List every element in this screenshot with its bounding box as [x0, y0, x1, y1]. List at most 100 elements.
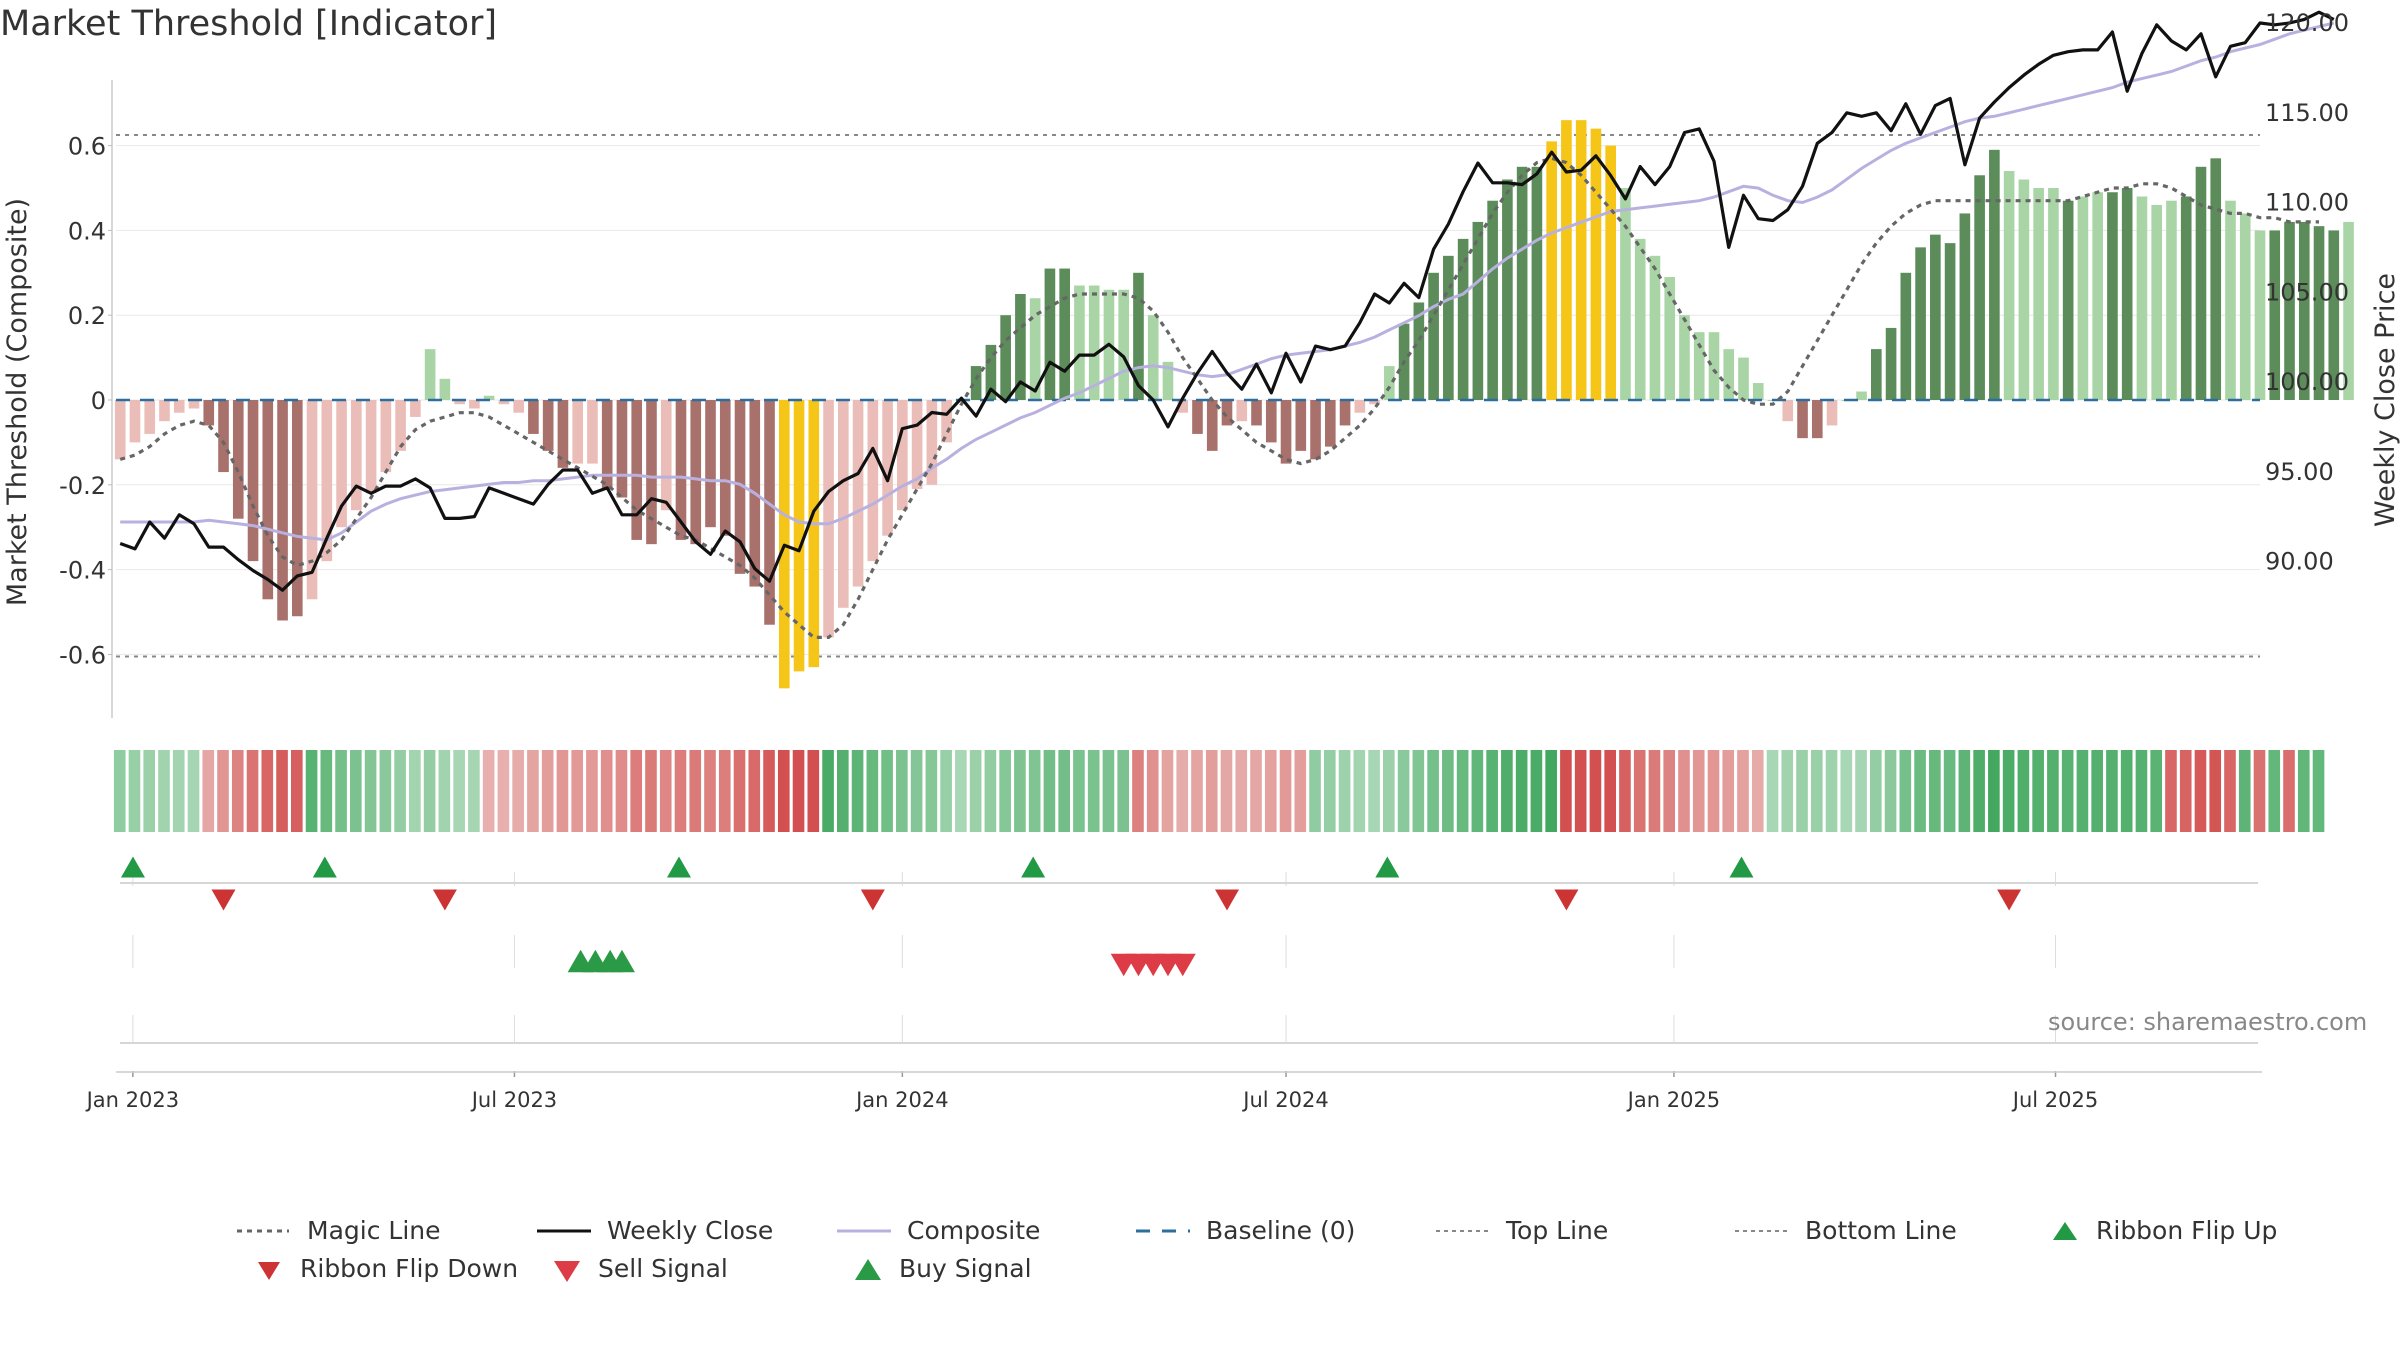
composite-bar [2121, 188, 2133, 400]
ribbon-cell [438, 750, 451, 832]
ribbon-cell [409, 750, 421, 832]
ribbon-cell [1117, 750, 1130, 832]
composite-bar [1428, 272, 1439, 400]
ribbon-flip-down-marker [432, 889, 457, 911]
composite-bar [1310, 400, 1321, 460]
ribbon-cell [335, 750, 347, 832]
ribbon-flip-down-marker [211, 889, 236, 911]
ribbon-cell [2283, 750, 2295, 832]
ribbon-cell [1220, 750, 1233, 832]
ribbon-cell [1058, 750, 1070, 832]
ribbon-cell [1633, 750, 1646, 832]
ribbon-cell [1309, 750, 1321, 832]
composite-bar [114, 400, 126, 460]
y2-tick-label: 120.00 [2265, 9, 2349, 37]
ribbon-cell [231, 750, 244, 832]
composite-bar [705, 400, 716, 528]
composite-bar [1944, 243, 1956, 400]
ribbon-cell [1663, 750, 1676, 832]
composite-bar [1752, 383, 1764, 400]
ribbon-cell [2297, 750, 2310, 832]
ribbon-cell [1264, 750, 1277, 832]
x-tick-label: Jul 2025 [2011, 1088, 2098, 1112]
ribbon-cell [1810, 750, 1823, 832]
ribbon-cell [1988, 750, 2000, 832]
composite-bar [897, 400, 908, 511]
legend-label: Top Line [1506, 1216, 1609, 1245]
composite-bar [129, 400, 141, 443]
composite-bar [1738, 357, 1749, 400]
ribbon-cell [276, 750, 288, 832]
composite-bar [1413, 302, 1425, 400]
ribbon-cell [1589, 750, 1602, 832]
ribbon-cell [1692, 750, 1705, 832]
ribbon-cell [1973, 750, 1985, 832]
ribbon-cell [2150, 750, 2163, 832]
ribbon-cell [1132, 750, 1144, 832]
composite-bar [1487, 200, 1498, 400]
ribbon-cell [379, 750, 392, 832]
x-tick-label: Jan 2025 [1626, 1088, 1721, 1112]
legend-swatch [237, 1229, 289, 1232]
ribbon-cell [2032, 750, 2044, 832]
composite-bar [159, 400, 170, 422]
composite-bar [1871, 349, 1882, 400]
legend-label: Ribbon Flip Down [300, 1254, 519, 1283]
composite-bar [410, 400, 421, 417]
composite-bar [2077, 196, 2089, 400]
composite-bar [424, 349, 436, 400]
composite-bar [2180, 196, 2192, 400]
composite-bar [1472, 221, 1484, 400]
ribbon-flip-up-marker [1021, 856, 1046, 878]
ribbon-cell [1383, 750, 1395, 832]
ribbon-cell [1279, 750, 1292, 832]
composite-bar [1133, 272, 1144, 400]
composite-bar [1147, 315, 1159, 400]
ribbon-cell [969, 750, 982, 832]
composite-bar [2107, 192, 2118, 400]
buy-signal-marker [608, 949, 635, 973]
composite-bar [1251, 400, 1262, 426]
ribbon-cell [320, 750, 333, 832]
ribbon-cell [1146, 750, 1159, 832]
ribbon-cell [113, 750, 126, 832]
composite-bar [277, 400, 288, 621]
ribbon-cell [748, 750, 761, 832]
ribbon-cell [1840, 750, 1853, 832]
ribbon-cell [1161, 750, 1174, 832]
legend-item: Ribbon Flip Up [2050, 1216, 2277, 1245]
composite-bar [1280, 400, 1292, 464]
composite-bar [262, 400, 274, 600]
composite-bar [2033, 188, 2044, 400]
composite-bar [1915, 247, 1926, 400]
composite-bar [2254, 230, 2266, 400]
composite-bar [336, 400, 347, 528]
ribbon-cell [423, 750, 436, 832]
composite-bar [1679, 315, 1690, 400]
ribbon-cell [1515, 750, 1528, 832]
ribbon-cell [704, 750, 716, 832]
composite-bar [1206, 400, 1218, 451]
legend-item: Composite [835, 1216, 1040, 1245]
ribbon-cell [394, 750, 406, 832]
composite-bar [1620, 188, 1631, 400]
ribbon-cell [512, 750, 524, 832]
composite-bar [469, 400, 480, 409]
composite-bar [823, 400, 834, 638]
composite-bar [1369, 400, 1380, 405]
ribbon-cell [1427, 750, 1439, 832]
y2-tick-label: 95.00 [2265, 458, 2334, 486]
composite-bar [1723, 349, 1735, 400]
ribbon-cell [1899, 750, 1912, 832]
composite-bars [114, 120, 2354, 689]
ribbon-flip-down-marker [1997, 889, 2022, 911]
composite-bar [1192, 400, 1203, 434]
ribbon-cell [482, 750, 495, 832]
composite-bar [660, 400, 672, 511]
legend-label: Weekly Close [607, 1216, 774, 1245]
legend-swatch [1136, 1229, 1190, 1232]
ribbon-cell [1766, 750, 1779, 832]
composite-bar [1029, 298, 1041, 400]
ribbon-cell [1958, 750, 1971, 832]
ribbon-cell [143, 750, 156, 832]
